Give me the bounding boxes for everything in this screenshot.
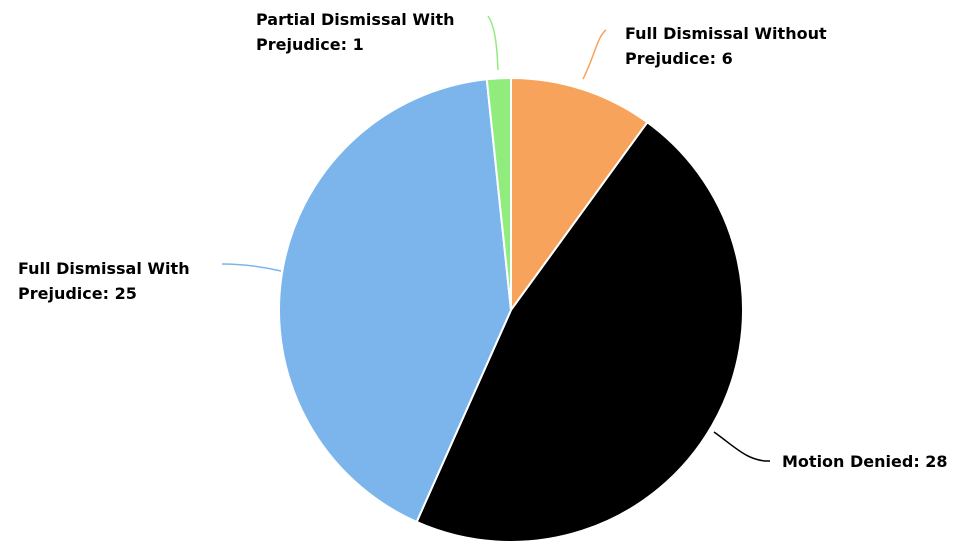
data-labels: Full Dismissal Without Prejudice: 6 Motion… [18,10,948,471]
pie-slice-full-dismissal-without-prejudice[interactable] [510,77,649,311]
data-label-line: Prejudice: 1 [256,35,364,54]
data-label-line: Full Dismissal Without [625,24,827,43]
label-connectors [221,15,771,462]
data-label-line: Motion Denied: 28 [782,452,948,471]
data-label-line: Full Dismissal With [18,259,190,278]
pie-slice-full-dismissal-with-prejudice[interactable] [278,78,512,523]
data-label-full-dismissal-without-prejudice: Full Dismissal Without Prejudice: 6 [625,24,827,68]
connector-partial-dismissal-with-prejudice [487,15,499,71]
connector-full-dismissal-with-prejudice [221,263,282,272]
connector-full-dismissal-without-prejudice [582,29,607,80]
data-label-line: Partial Dismissal With [256,10,454,29]
data-label-partial-dismissal-with-prejudice: Partial Dismissal With Prejudice: 1 [256,10,454,54]
data-label-line: Prejudice: 6 [625,49,733,68]
data-label-motion-denied: Motion Denied: 28 [782,452,948,471]
data-label-line: Prejudice: 25 [18,284,137,303]
pie-slices [278,77,744,543]
connector-motion-denied [713,431,771,462]
pie-slice-partial-dismissal-with-prejudice[interactable] [485,77,512,311]
pie-slice-motion-denied[interactable] [415,121,744,543]
data-label-full-dismissal-with-prejudice: Full Dismissal With Prejudice: 25 [18,259,190,303]
